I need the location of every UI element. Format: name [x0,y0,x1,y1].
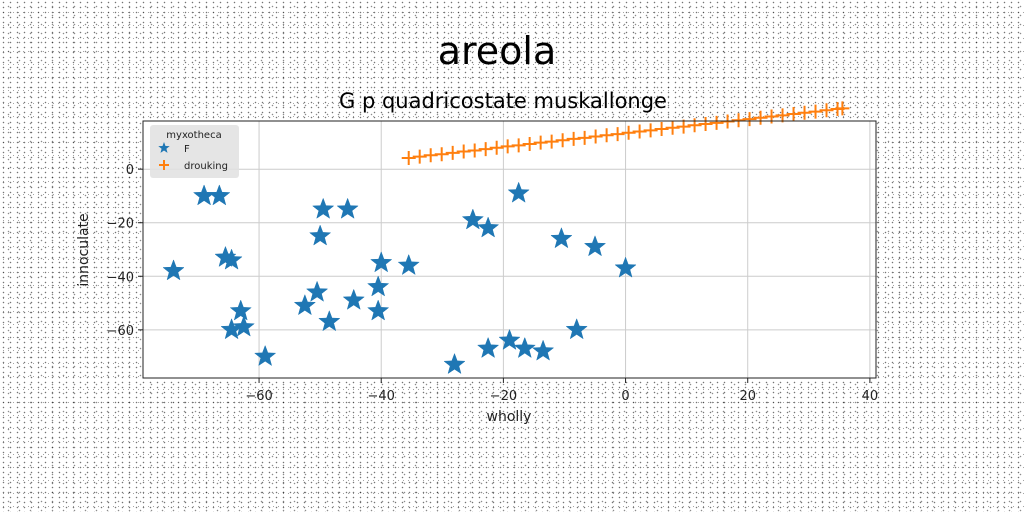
chart-subtitle: G p quadricostate muskallonge [339,89,667,113]
data-point-plus [654,122,669,137]
data-point-plus [566,131,581,146]
data-point-plus [456,144,471,159]
chart-title: areola [438,29,557,73]
data-point-star [397,253,420,276]
y-tick-label: −40 [107,270,134,285]
plot-frame [142,120,877,379]
data-point-plus [720,114,735,129]
legend-entry-label: drouking [184,161,228,172]
y-axis-label: innoculate [76,213,92,286]
data-point-plus [544,134,559,149]
data-point-plus [698,116,713,131]
grid [143,121,876,378]
data-point-star [220,248,243,270]
data-point-plus [412,149,427,164]
data-point-plus [808,104,823,119]
data-point-star [309,224,332,246]
data-point-star [507,181,530,203]
x-axis-label: wholly [487,409,532,425]
data-point-star [367,299,390,321]
data-point-plus [445,145,460,160]
data-point-plus [555,133,570,148]
data-point-star [342,288,365,310]
data-point-plus [423,148,438,163]
data-point-plus [522,137,537,152]
data-point-star [254,344,277,367]
data-point-star [293,294,317,316]
data-point-star [565,318,588,340]
data-point-star [370,251,393,273]
data-point-plus [797,105,812,120]
data-point-plus [742,112,757,127]
legend-title: myxotheca [166,130,221,141]
data-point-plus [643,123,658,138]
data-point-plus [621,125,636,140]
data-point-star [476,336,500,359]
data-point-star [318,310,341,332]
data-point-star [232,315,255,337]
data-point-star [305,280,329,302]
x-tick-label: −20 [490,389,517,404]
x-tick-label: 40 [862,389,879,404]
data-point-star [162,259,185,281]
data-point-plus [786,107,801,122]
series-layer [162,101,850,375]
data-point-plus [819,103,834,118]
y-tick-label: −60 [107,324,134,339]
ticks: −60 −40 −20 0 20 40 −60 −40 −20 0 [107,163,879,404]
data-point-star [550,227,573,249]
data-point-star [336,197,359,219]
data-point-plus [533,135,548,150]
x-tick-label: 20 [739,389,756,404]
data-point-plus [434,147,449,162]
data-point-plus [632,124,647,139]
data-point-star [531,339,555,361]
legend-box [150,125,239,178]
data-point-star [229,299,252,321]
data-point-plus [835,101,850,116]
data-point-star [513,336,536,359]
x-tick-label: −40 [368,389,395,404]
data-point-plus [676,119,691,134]
data-point-plus [500,139,515,154]
data-point-star [498,328,521,350]
x-tick-label: 0 [621,389,629,404]
legend-entry-label: F [184,144,190,155]
data-point-star [476,216,500,238]
y-tick-label: 0 [126,163,134,178]
data-point-plus [401,150,416,165]
data-point-star [583,235,607,257]
legend-marker-star [158,142,170,153]
data-point-plus [588,129,603,144]
data-point-plus [709,115,724,130]
data-point-plus [478,142,493,157]
data-point-plus [511,138,526,153]
x-tick-label: −60 [245,389,272,404]
data-point-plus [489,140,504,155]
y-tick-label: −20 [107,217,134,232]
series-drouking [401,101,850,165]
legend-marker-plus [159,160,169,170]
data-point-star [312,197,335,219]
data-point-plus [753,110,768,125]
series-F [162,181,637,375]
data-point-plus [577,130,592,145]
data-point-star [443,352,466,375]
data-point-star [367,275,390,297]
data-point-plus [610,127,625,142]
data-point-plus [467,143,482,158]
data-point-plus [775,108,790,123]
data-point-star [208,184,231,206]
data-point-plus [599,128,614,143]
data-point-plus [665,120,680,135]
data-point-star [614,256,637,278]
data-point-plus [731,113,746,128]
data-point-star [461,208,484,230]
